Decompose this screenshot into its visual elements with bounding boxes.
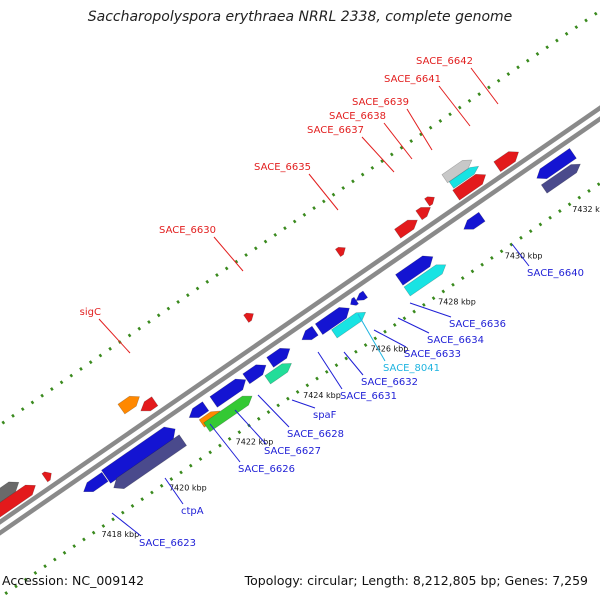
kbp-tick-label: 7432 kbp: [572, 205, 600, 214]
bottom-feature-leader: [257, 394, 290, 428]
kbp-tick-label: 7428 kbp: [438, 298, 476, 307]
bottom-feature-leader: [164, 477, 184, 505]
feature-slate-far: [540, 163, 581, 194]
SACE_6626-feature: [188, 401, 210, 418]
bottom-feature-leader: [409, 302, 452, 318]
sigC-feature: [117, 395, 140, 415]
top-feature-leader: [438, 85, 471, 127]
genome-backbone-2: [0, 116, 600, 536]
SACE_6631-feature: [242, 364, 267, 385]
bottom-feature-label: SACE_6634: [427, 335, 484, 346]
SACE_6623-feature: [101, 426, 176, 484]
SACE_6628-feature: [203, 395, 253, 433]
SACE_6642-feature: [448, 165, 480, 189]
feature-red-far: [493, 151, 520, 173]
top-feature-label: sigC: [80, 307, 101, 318]
kbp-tick-label: 7424 kbp: [303, 391, 341, 400]
bottom-feature-label: SACE_6626: [238, 464, 295, 475]
bottom-feature-label: SACE_6632: [361, 377, 418, 388]
bottom-feature-leader: [111, 512, 142, 537]
SACE_6637-feature: [394, 219, 418, 239]
top-feature-leader: [383, 122, 413, 160]
bottom-feature-label: spaF: [313, 410, 337, 421]
top-feature-leader: [213, 236, 244, 272]
SACE_6630-feature: [243, 312, 254, 323]
genome-title: Saccharopolyspora erythraea NRRL 2338, c…: [87, 9, 513, 25]
feature-red-sigC: [140, 396, 159, 412]
bottom-feature-label: SACE_6636: [449, 319, 506, 330]
top-feature-label: SACE_6641: [384, 74, 441, 85]
bottom-feature-leader: [397, 317, 430, 334]
feature-blue-near-ctpA: [83, 471, 109, 493]
bottom-feature-leader: [343, 351, 364, 376]
SACE_6641-feature: [441, 159, 473, 184]
bottom-feature-leader: [511, 243, 530, 267]
top-feature-label: SACE_6637: [307, 125, 364, 136]
bottom-feature-label: ctpA: [181, 506, 204, 517]
bottom-feature-leader: [357, 313, 386, 362]
bottom-feature-label: SACE_6627: [264, 446, 321, 457]
bottom-feature-label: SACE_6633: [404, 349, 461, 360]
top-feature-label: SACE_6630: [159, 225, 216, 236]
feature-blue-7432: [395, 255, 434, 286]
feature-red-outer: [452, 173, 487, 201]
feature-red-small-left: [41, 471, 52, 483]
top-feature-label: SACE_6638: [329, 111, 386, 122]
SACE_6638-feature: [415, 207, 431, 221]
ctpA-feature: [113, 434, 188, 490]
bottom-feature-leader: [234, 409, 267, 445]
top-feature-label: SACE_6639: [352, 97, 409, 108]
SACE_6627-feature: [209, 378, 247, 408]
SACE_6635-feature: [334, 246, 346, 258]
SACE_6636-feature: [331, 311, 367, 339]
top-feature-label: SACE_6635: [254, 162, 311, 173]
accession-text: Accession: NC_009142: [2, 573, 145, 588]
outer-tick-dots: [0, 8, 600, 427]
feature-grey-left: [0, 481, 20, 503]
kbp-tick-label: 7418 kbp: [101, 530, 139, 539]
top-feature-leader: [470, 67, 499, 105]
bottom-feature-leader: [209, 423, 241, 463]
feature-red-left: [0, 484, 36, 518]
bottom-feature-label: SACE_6640: [527, 268, 584, 279]
bottom-feature-label: SACE_6628: [287, 429, 344, 440]
top-feature-leader: [98, 318, 131, 354]
SACE_6640-small-feature: [350, 296, 359, 306]
SACE_8041-feature: [355, 290, 369, 301]
SACE_6632-feature: [266, 347, 291, 368]
bottom-feature-label: SACE_6623: [139, 538, 196, 549]
spaF-feature: [264, 363, 292, 385]
bottom-feature-label: SACE_6631: [340, 391, 397, 402]
genome-stats-text: Topology: circular; Length: 8,212,805 bp…: [244, 573, 588, 588]
feature-blue-7434: [463, 211, 486, 230]
kbp-tick-label: 7426 kbp: [371, 344, 409, 353]
kbp-tick-label: 7420 kbp: [169, 483, 207, 492]
top-feature-leader: [406, 108, 433, 151]
bottom-feature-leader: [317, 351, 343, 390]
kbp-tick-label: 7422 kbp: [236, 437, 274, 446]
genome-backbone-1: [0, 105, 600, 525]
top-feature-leader: [308, 173, 339, 211]
kbp-tick-label: 7430 kbp: [505, 252, 543, 261]
bottom-feature-leader: [373, 329, 407, 348]
top-feature-leader: [361, 136, 395, 173]
feature-blue-far: [536, 147, 577, 180]
bottom-feature-leader: [291, 399, 316, 409]
top-feature-label: SACE_6642: [416, 56, 473, 67]
feature-cyan-7432: [403, 264, 447, 297]
bottom-feature-label: SACE_8041: [383, 363, 440, 374]
SACE_6639-feature: [424, 196, 435, 207]
SACE_6634-feature: [314, 307, 350, 336]
SACE_6633-feature: [301, 325, 319, 341]
